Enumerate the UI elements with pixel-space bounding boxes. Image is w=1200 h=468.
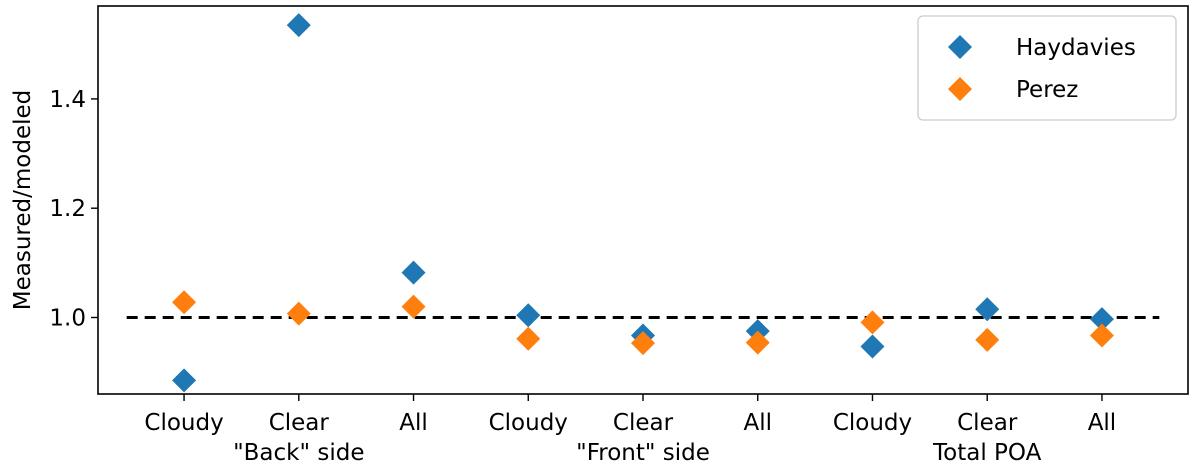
data-point [286,301,311,326]
x-tick-label: Cloudy [833,410,912,436]
y-tick-label: 1.0 [49,305,86,331]
legend-label: Perez [1016,77,1078,103]
x-group-label: Total POA [932,440,1042,466]
data-point [516,303,541,328]
y-tick-label: 1.4 [49,87,86,113]
x-tick-label: Cloudy [489,410,568,436]
x-group-label: "Back" side [233,440,364,466]
data-point [401,260,426,285]
series-perez [172,290,1114,356]
data-point [516,326,541,351]
series-haydavies [172,13,1114,393]
x-tick-label: Cloudy [144,410,223,436]
legend-frame [917,15,1177,121]
x-tick-label: Clear [957,410,1018,436]
data-point [860,310,885,335]
data-point [631,331,655,356]
legend-label: Haydavies [1016,35,1136,61]
x-tick-label: All [743,410,772,436]
data-point [401,294,426,319]
y-tick-label: 1.2 [49,196,86,222]
data-point [172,290,197,315]
x-tick-label: All [1088,410,1117,436]
x-axis: Cloudy Clear All Cloudy Clear All Cloudy Clear A… [144,394,1116,466]
data-point [172,368,197,393]
y-axis-label: Measured/modeled [10,90,36,310]
data-point [745,330,770,355]
y-axis: 1.0 1.2 1.4 [49,87,98,331]
data-point [1089,307,1114,332]
x-tick-label: Clear [269,410,330,436]
marks-layer [172,13,1114,393]
legend-marker [948,35,972,59]
legend-marker [948,77,972,101]
data-point [1089,323,1114,348]
data-point [860,334,885,359]
data-point [975,327,1000,352]
x-tick-label: All [399,410,428,436]
data-point [975,297,1000,322]
x-tick-label: Clear [613,410,674,436]
legend: Haydavies Perez [917,15,1177,121]
x-group-label: "Front" side [576,440,710,466]
data-point [286,13,311,38]
